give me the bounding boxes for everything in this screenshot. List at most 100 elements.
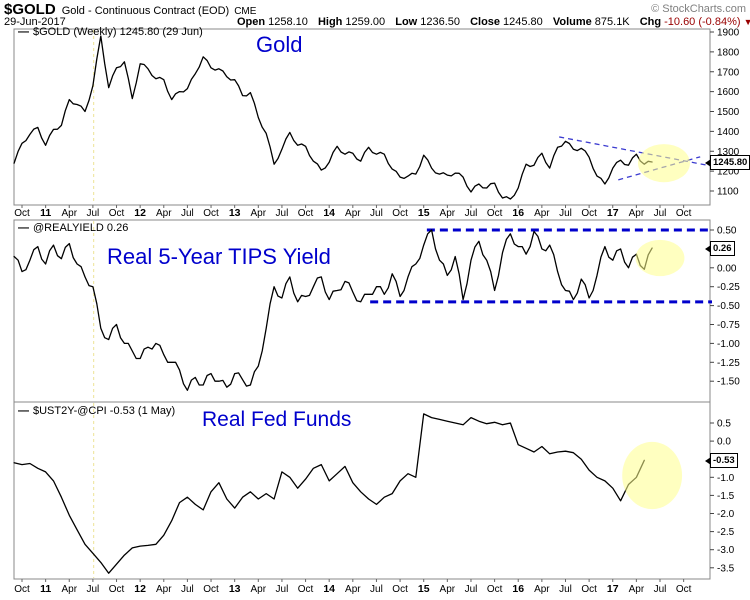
close-value: 1245.80 [503, 16, 543, 28]
y-tick-label: 1100 [717, 187, 739, 198]
highlight-ellipse [635, 239, 685, 277]
x-tick-label: Jul [370, 584, 383, 595]
x-tick-label: Apr [534, 208, 550, 219]
x-tick-label: Jul [654, 584, 667, 595]
legend-ust2y-cpi-text: $UST2Y-@CPI -0.53 (1 May) [33, 405, 176, 417]
legend-realyield: — @REALYIELD 0.26 [18, 222, 128, 234]
x-tick-label: Apr [534, 584, 550, 595]
panel-border [13, 401, 711, 580]
x-tick-label: Jul [276, 584, 289, 595]
stockcharts-credit-link[interactable]: © StockCharts.com [651, 3, 746, 15]
series-swatch: — [18, 26, 29, 38]
x-tick-label: Jul [181, 584, 194, 595]
chg-value: -10.60 (-0.84%) [664, 16, 741, 28]
x-tick-label: Jul [465, 208, 478, 219]
x-tick-label: Oct [581, 208, 597, 219]
y-tick-label: -3.5 [717, 563, 735, 574]
x-tick-label: Jul [370, 208, 383, 219]
ticker-symbol: $GOLD [4, 1, 56, 18]
x-tick-label: Oct [298, 208, 314, 219]
y-tick-label: -1.5 [717, 491, 735, 502]
x-tick-label: Oct [109, 208, 125, 219]
price-tag-realyield: 0.26 [705, 241, 735, 256]
x-tick-label: 17 [607, 207, 619, 219]
y-tick-label: 1700 [717, 67, 740, 78]
x-tick-label: 15 [418, 207, 430, 219]
quote-row: 29-Jun-2017 Open 1258.10 High 1259.00 Low 1… [4, 16, 750, 29]
y-tick-label: 0.0 [717, 437, 731, 448]
chart-header: $GOLD Gold - Continuous Contract (EOD) CME… [4, 1, 746, 18]
y-tick-label: -2.0 [717, 509, 735, 520]
y-tick-label: 0.00 [717, 263, 737, 274]
high-value: 1259.00 [345, 16, 386, 28]
legend-ust2y-cpi: — $UST2Y-@CPI -0.53 (1 May) [18, 405, 175, 417]
y-tick-label: -1.00 [717, 339, 740, 350]
x-tick-label: Apr [156, 584, 172, 595]
x-tick-label: 14 [323, 583, 335, 595]
x-tick-label: Oct [203, 584, 219, 595]
x-tick-label: 13 [229, 583, 241, 595]
y-tick-label: 1600 [717, 87, 740, 98]
x-tick-label: Apr [345, 584, 361, 595]
x-tick-label: 11 [40, 583, 51, 595]
price-line [13, 229, 653, 391]
y-tick-label: 0.50 [717, 226, 737, 237]
price-line [13, 35, 653, 200]
y-tick-label: -0.25 [717, 282, 740, 293]
y-tick-label: 1500 [717, 107, 740, 118]
x-tick-label: Oct [487, 584, 503, 595]
exchange-label: CME [234, 6, 257, 17]
low-label: Low [395, 16, 418, 28]
x-tick-label: Oct [676, 208, 692, 219]
x-tick-label: Oct [487, 208, 503, 219]
volume-value: 875.1K [594, 16, 630, 28]
open-value: 1258.10 [268, 16, 308, 28]
x-tick-label: Jul [86, 584, 99, 595]
annotation-gold: Gold [256, 32, 303, 57]
x-tick-label: Apr [251, 208, 267, 219]
x-tick-label: Apr [61, 584, 77, 595]
annotation-tips-yield: Real 5-Year TIPS Yield [107, 244, 331, 269]
x-tick-label: Oct [109, 584, 125, 595]
highlight-ellipse [622, 441, 683, 510]
x-tick-label: 16 [512, 583, 524, 595]
price-line [13, 413, 645, 574]
y-tick-label: -1.50 [717, 377, 740, 388]
series-swatch: — [18, 222, 29, 234]
x-tick-label: Jul [559, 208, 572, 219]
x-tick-label: Oct [298, 584, 314, 595]
x-tick-label: Jul [86, 208, 99, 219]
series-swatch: — [18, 405, 29, 417]
x-tick-label: Jul [465, 584, 478, 595]
y-tick-label: -2.5 [717, 527, 735, 538]
x-tick-label: 11 [40, 207, 51, 219]
x-tick-label: Oct [14, 208, 30, 219]
x-tick-label: 17 [607, 583, 619, 595]
y-tick-label: 1400 [717, 127, 740, 138]
x-tick-label: Apr [156, 208, 172, 219]
low-value: 1236.50 [420, 16, 460, 28]
y-tick-label: -3.0 [717, 545, 735, 556]
price-tag-ust2y-cpi: -0.53 [705, 453, 738, 468]
highlight-ellipse [637, 144, 690, 183]
y-tick-label: 1800 [717, 47, 740, 58]
annotation-real-fed-funds: Real Fed Funds [202, 408, 352, 431]
volume-label: Volume [552, 16, 592, 28]
legend-realyield-text: @REALYIELD 0.26 [33, 222, 129, 234]
y-tick-label: 1900 [717, 28, 740, 39]
y-tick-label: 1300 [717, 147, 740, 158]
x-tick-label: Apr [345, 208, 361, 219]
y-tick-label: -1.25 [717, 358, 740, 369]
x-tick-label: Jul [276, 208, 289, 219]
x-tick-label: Oct [676, 584, 692, 595]
y-tick-label: 0.5 [717, 419, 731, 430]
y-tick-label: -0.75 [717, 320, 740, 331]
legend-gold: — $GOLD (Weekly) 1245.80 (29 Jun) [18, 26, 203, 38]
x-tick-label: 16 [512, 207, 524, 219]
x-tick-label: Oct [392, 584, 408, 595]
x-tick-label: 12 [134, 207, 146, 219]
x-tick-label: Jul [181, 208, 194, 219]
x-tick-label: Apr [629, 208, 645, 219]
instrument-name: Gold - Continuous Contract (EOD) [61, 5, 230, 17]
